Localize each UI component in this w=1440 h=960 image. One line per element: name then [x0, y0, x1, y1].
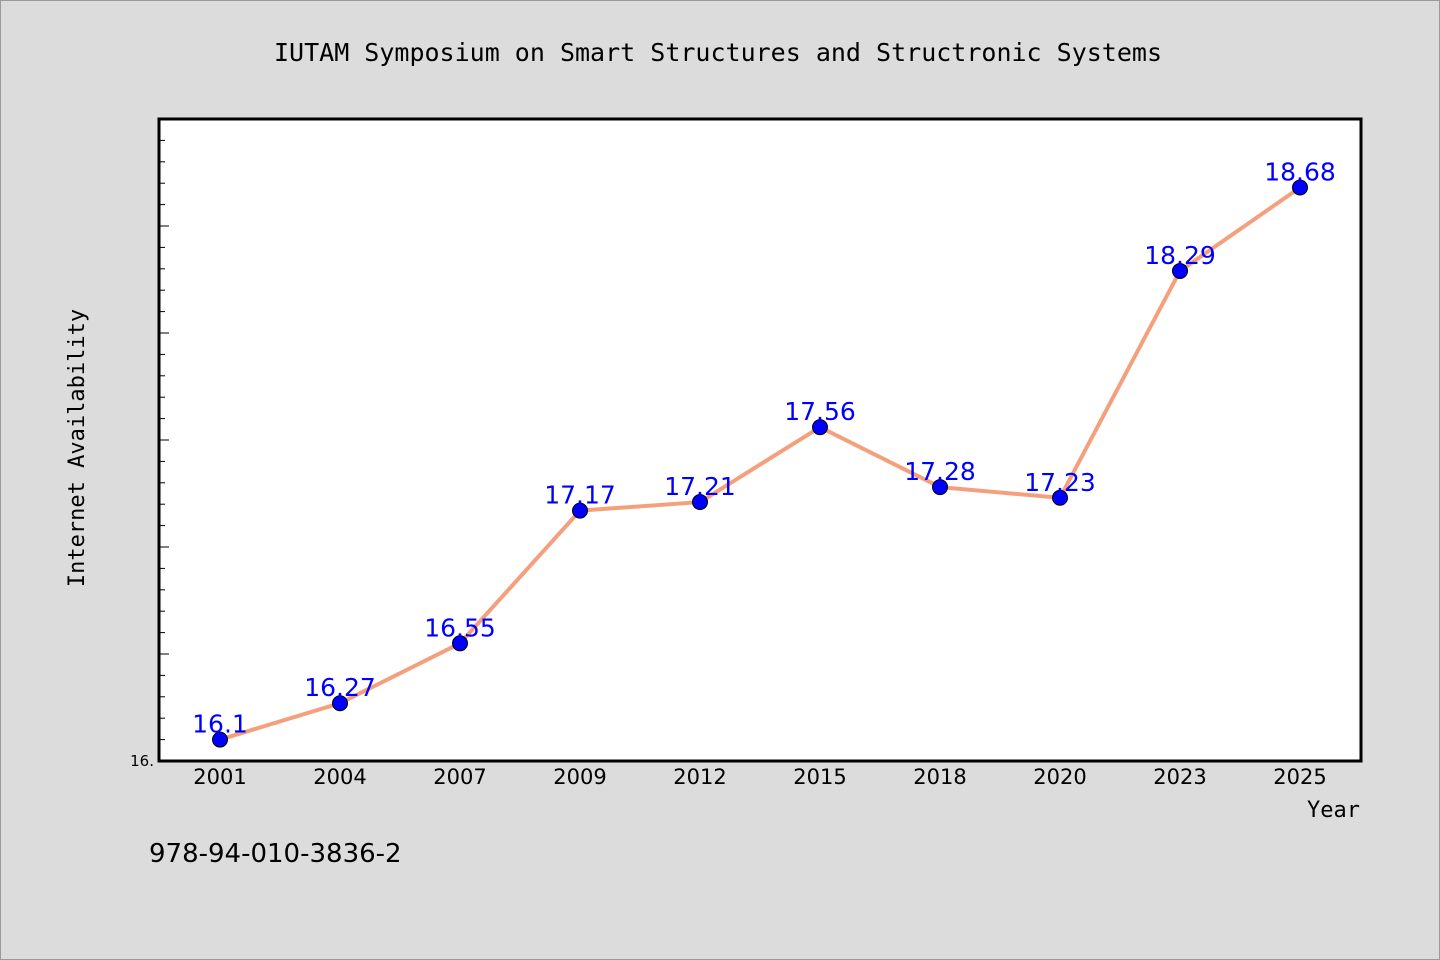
y-axis-label: Internet Availability [65, 309, 90, 587]
x-tick-label: 2020 [1033, 765, 1086, 789]
y-tick-label: 16. [130, 752, 154, 770]
data-label: 16.1 [192, 710, 248, 739]
data-label: 16.55 [424, 613, 496, 642]
data-point [692, 494, 708, 511]
data-point [1172, 262, 1188, 279]
x-axis-label: Year [1307, 798, 1360, 823]
data-label: 17.56 [784, 397, 856, 426]
chart-title: IUTAM Symposium on Smart Structures and … [274, 38, 1162, 67]
x-axis-ticks: 2001 2004 2007 2009 2012 2015 2018 2020 2023 2025 [193, 765, 1326, 789]
series-line [219, 185, 1302, 742]
x-tick-label: 2012 [673, 765, 726, 789]
x-tick-label: 2015 [793, 765, 846, 789]
data-point [812, 419, 828, 436]
data-point [1292, 179, 1308, 196]
data-label: 17.23 [1024, 468, 1096, 497]
series-group: 16.1 16.27 16.55 17.17 17.21 17.56 17.28 17.23 1… [192, 157, 1336, 748]
x-tick-label: 2018 [913, 765, 966, 789]
data-point [452, 635, 468, 652]
data-label: 18.68 [1264, 157, 1336, 186]
data-point [572, 502, 588, 519]
x-tick-label: 2025 [1273, 765, 1326, 789]
isbn-footnote: 978-94-010-3836-2 [149, 839, 402, 869]
data-point [332, 695, 348, 712]
data-label: 17.21 [664, 472, 736, 501]
x-tick-label: 2009 [553, 765, 606, 789]
x-tick-label: 2004 [313, 765, 366, 789]
x-tick-label: 2007 [433, 765, 486, 789]
x-tick-label: 2001 [193, 765, 246, 789]
data-label: 17.17 [544, 481, 616, 510]
data-point [1052, 489, 1068, 506]
data-label: 17.28 [904, 457, 976, 486]
x-tick-label: 2023 [1153, 765, 1206, 789]
plot-area [157, 117, 1363, 763]
y-axis-ticks [159, 118, 169, 762]
data-label: 18.29 [1144, 241, 1216, 270]
data-point [932, 479, 948, 496]
data-point [212, 731, 228, 748]
data-label: 16.27 [304, 673, 376, 702]
